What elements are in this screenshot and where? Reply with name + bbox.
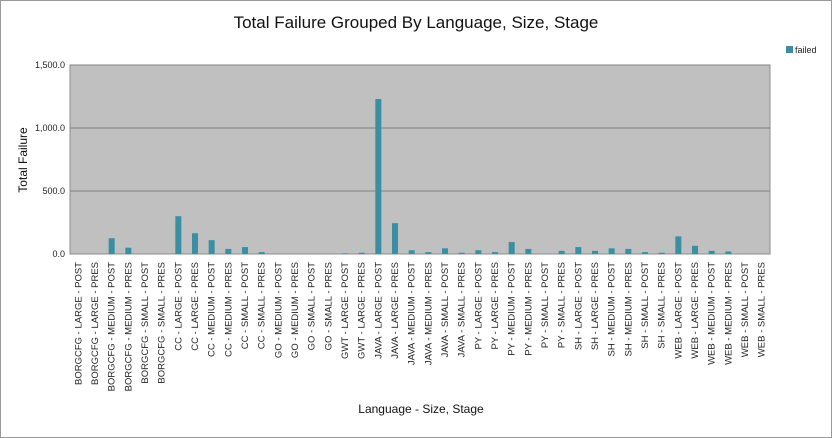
- x-tick-label: JAVA - LARGE - PRES: [390, 262, 401, 359]
- x-tick-label: CC - SMALL - PRES: [257, 262, 268, 349]
- x-tick-label: JAVA - SMALL - PRES: [457, 262, 468, 357]
- bar: [642, 252, 648, 254]
- bar: [242, 247, 248, 254]
- x-tick-label: WEB - LARGE - PRES: [690, 262, 701, 359]
- gridlines: [70, 64, 770, 192]
- x-tick-label: GO - SMALL - PRES: [323, 262, 334, 350]
- bar: [258, 252, 265, 254]
- x-tick-labels: BORGCFG - LARGE - POST BORGCFG - LARGE - …: [73, 262, 767, 392]
- x-tick-label: BORGCFG - LARGE - PRES: [90, 262, 101, 385]
- x-tick-label: PY - MEDIUM - POST: [507, 262, 518, 356]
- x-tick-label: CC - LARGE - PRES: [190, 262, 201, 351]
- bars: [108, 99, 732, 255]
- bar: [725, 251, 732, 254]
- x-tick-label: PY - LARGE - POST: [473, 262, 484, 350]
- bar: [358, 252, 365, 254]
- x-tick-label: BORGCFG - SMALL - PRES: [157, 262, 168, 384]
- bar: [125, 247, 132, 254]
- bar: [192, 233, 198, 254]
- x-tick-label: WEB - SMALL - PRES: [757, 262, 768, 357]
- x-tick-label: WEB - MEDIUM - POST: [707, 262, 718, 365]
- x-tick-label: GO - MEDIUM - POST: [273, 262, 284, 358]
- x-tick-label: JAVA - MEDIUM - POST: [407, 262, 418, 365]
- x-tick-label: SH - LARGE - PRES: [590, 262, 601, 350]
- bar: [442, 248, 448, 254]
- legend: failed: [786, 45, 817, 55]
- bar: [425, 252, 432, 254]
- x-tick-label: SH - MEDIUM - POST: [607, 262, 618, 357]
- bar: [608, 248, 615, 254]
- x-tick-label: BORGCFG - MEDIUM - POST: [107, 262, 118, 392]
- bar: [458, 252, 465, 254]
- y-tick-label: 500.0: [42, 186, 65, 196]
- bar: [575, 247, 582, 254]
- x-tick-label: BORGCFG - SMALL - POST: [140, 262, 151, 384]
- bar: [375, 99, 382, 255]
- x-tick-label: WEB - SMALL - POST: [740, 262, 751, 357]
- x-tick-label: PY - SMALL - PRES: [557, 262, 568, 348]
- x-tick-label: GO - MEDIUM - PRES: [290, 262, 301, 358]
- bar: [625, 248, 632, 254]
- x-tick-label: SH - SMALL - POST: [640, 262, 651, 349]
- bar: [392, 223, 398, 254]
- plot-area: [69, 64, 771, 255]
- legend-label: failed: [795, 45, 817, 55]
- x-axis-label: Language - Size, Stage: [358, 402, 484, 416]
- bar: [342, 253, 348, 254]
- y-tick-label: 1,000.0: [35, 123, 65, 133]
- x-tick-label: PY - SMALL - POST: [540, 262, 551, 348]
- x-tick-label: BORGCFG - MEDIUM - PRES: [123, 262, 134, 391]
- bar: [175, 216, 182, 254]
- bar: [475, 250, 482, 254]
- bar: [692, 245, 698, 254]
- x-tick-label: JAVA - MEDIUM - PRES: [423, 262, 434, 365]
- x-tick-label: GWT - LARGE - PRES: [357, 262, 368, 359]
- x-tick-label: CC - LARGE - POST: [173, 262, 184, 351]
- legend-swatch: [786, 46, 793, 53]
- x-tick-label: SH - SMALL - PRES: [657, 262, 668, 349]
- x-tick-label: PY - MEDIUM - PRES: [523, 262, 534, 356]
- y-tick-labels: 0.0 500.0 1,000.0 1,500.0: [35, 60, 65, 259]
- bar: [492, 252, 498, 254]
- x-tick-label: CC - MEDIUM - PRES: [223, 262, 234, 357]
- bar: [525, 248, 532, 254]
- bar: [108, 238, 115, 254]
- y-tick-label: 1,500.0: [35, 60, 65, 70]
- bar: [708, 250, 715, 254]
- x-tick-label: JAVA - LARGE - POST: [373, 262, 384, 359]
- y-tick-label: 0.0: [52, 249, 65, 259]
- chart-title: Total Failure Grouped By Language, Size,…: [234, 13, 599, 32]
- bar: [658, 252, 665, 254]
- x-tick-label: CC - SMALL - POST: [240, 262, 251, 349]
- x-tick-label: GWT - LARGE - POST: [340, 262, 351, 359]
- bar: [592, 250, 598, 254]
- bar: [408, 250, 415, 254]
- bar: [558, 250, 565, 254]
- bar: [508, 242, 515, 254]
- x-tick-label: SH - MEDIUM - PRES: [623, 262, 634, 356]
- x-tick-label: WEB - LARGE - POST: [673, 262, 684, 359]
- x-tick-label: PY - LARGE - PRES: [490, 262, 501, 349]
- bar: [225, 248, 232, 254]
- x-tick-label: CC - MEDIUM - POST: [207, 262, 218, 357]
- x-tick-label: JAVA - SMALL - POST: [440, 262, 451, 358]
- x-tick-label: BORGCFG - LARGE - POST: [73, 262, 84, 385]
- bar: [675, 236, 682, 254]
- y-axis-label: Total Failure: [16, 127, 30, 193]
- bar: [208, 240, 215, 254]
- x-tick-label: WEB - MEDIUM - PRES: [723, 262, 734, 365]
- x-tick-label: GO - SMALL - POST: [307, 262, 318, 351]
- x-tick-label: SH - LARGE - POST: [573, 262, 584, 350]
